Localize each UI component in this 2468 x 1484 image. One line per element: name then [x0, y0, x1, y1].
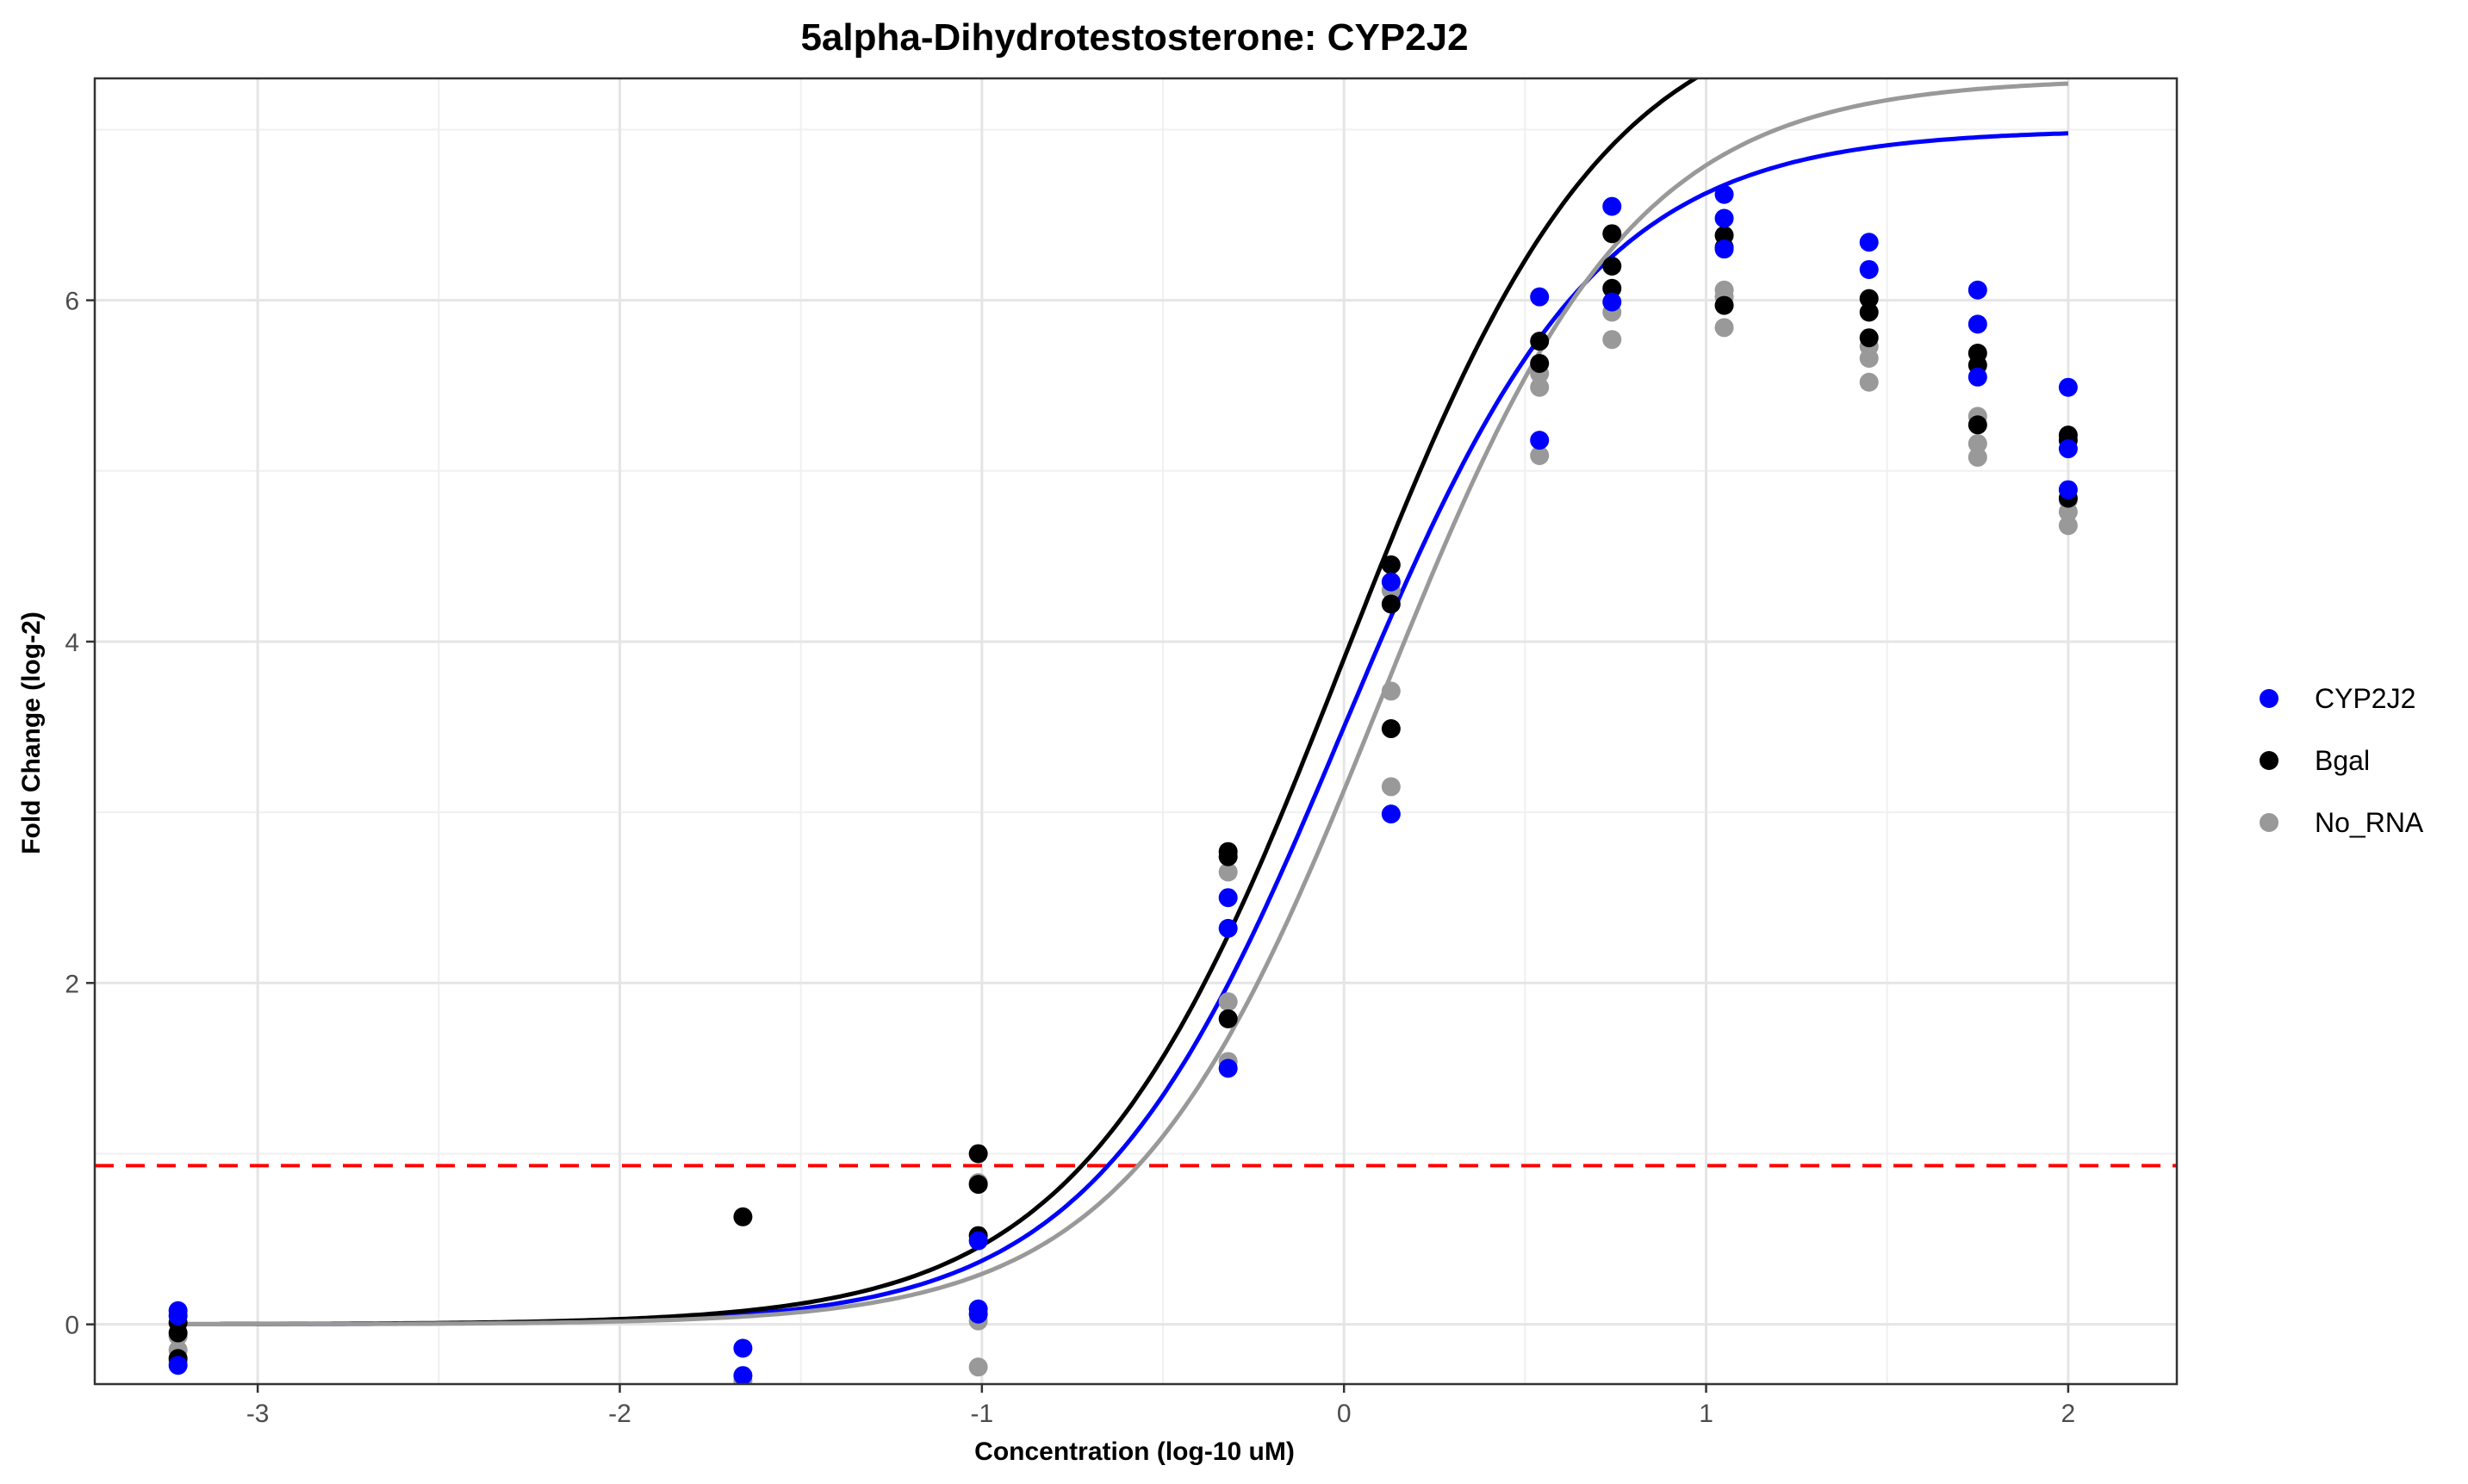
data-point: [1602, 196, 1622, 216]
data-point: [168, 1356, 188, 1375]
data-point: [1968, 447, 1987, 467]
data-point: [1218, 862, 1238, 882]
data-point: [1859, 328, 1879, 348]
data-point: [1859, 348, 1879, 368]
data-point: [1859, 233, 1879, 252]
legend: CYP2J2 Bgal No_RNA: [2260, 683, 2424, 838]
legend-key: [2260, 751, 2278, 770]
x-tick-label: 2: [2061, 1400, 2076, 1428]
fit-curves: [177, 78, 2068, 1326]
data-point: [1968, 314, 1987, 334]
x-tick-label: 0: [1337, 1400, 1352, 1428]
data-point: [1602, 292, 1622, 312]
y-tick-label: 6: [65, 288, 79, 316]
data-point: [1968, 367, 1987, 387]
x-tick-label: -2: [608, 1400, 631, 1428]
data-point: [1530, 431, 1550, 450]
data-point: [1714, 208, 1734, 228]
data-point: [968, 1357, 988, 1377]
y-tick-label: 4: [65, 629, 79, 657]
data-point: [1859, 259, 1879, 279]
chart-title: 5alpha-Dihydrotestosterone: CYP2J2: [800, 16, 1468, 59]
data-point: [2058, 516, 2078, 536]
data-point: [1381, 681, 1401, 701]
data-point: [1968, 434, 1987, 454]
legend-label: Bgal: [2315, 745, 2370, 776]
data-point: [1381, 555, 1401, 574]
data-point: [1218, 1059, 1238, 1078]
data-point: [1218, 888, 1238, 908]
plot-area: -3 -2 -1 0 1 2 0 2 4 6: [65, 77, 2179, 1428]
data-point: [1381, 777, 1401, 797]
data-point: [1218, 1009, 1238, 1028]
plot-border: [93, 77, 2179, 1386]
data-point: [1530, 377, 1550, 397]
data-point: [1381, 719, 1401, 739]
legend-item-no-rna: No_RNA: [2260, 807, 2424, 838]
data-point: [1602, 224, 1622, 244]
data-point: [1602, 330, 1622, 350]
data-point: [1218, 918, 1238, 938]
data-point: [1714, 184, 1734, 204]
legend-label: No_RNA: [2315, 807, 2424, 838]
legend-label: CYP2J2: [2315, 683, 2415, 714]
data-point: [2058, 480, 2078, 500]
data-point: [2058, 502, 2078, 522]
data-point: [1859, 372, 1879, 392]
x-tick-label: 1: [1699, 1400, 1713, 1428]
data-point: [1714, 318, 1734, 338]
data-point: [1968, 280, 1987, 300]
data-point: [1859, 289, 1879, 308]
data-point: [2058, 439, 2078, 459]
data-point: [1381, 594, 1401, 614]
data-point: [1968, 415, 1987, 435]
data-point: [733, 1207, 753, 1226]
series-cyp2j2: [168, 184, 2078, 1384]
x-axis-label: Concentration (log-10 uM): [974, 1437, 1295, 1466]
y-tick-label: 2: [65, 970, 79, 998]
data-point: [1218, 847, 1238, 866]
data-point: [168, 1306, 188, 1326]
data-point: [968, 1175, 988, 1195]
data-point: [733, 1366, 753, 1384]
data-point: [1530, 353, 1550, 373]
legend-key: [2260, 689, 2278, 708]
x-tick-label: -1: [971, 1400, 994, 1428]
data-point: [968, 1231, 988, 1251]
data-point: [1714, 295, 1734, 315]
data-point: [1602, 278, 1622, 298]
data-point: [1381, 804, 1401, 824]
legend-key: [2260, 813, 2278, 832]
data-point: [1381, 572, 1401, 592]
data-point: [168, 1323, 188, 1343]
data-points: [168, 184, 2078, 1384]
fit-curve-no-rna: [177, 81, 2068, 1326]
y-tick-label: 0: [65, 1312, 79, 1340]
y-axis-label: Fold Change (log-2): [17, 612, 46, 854]
data-point: [1530, 287, 1550, 307]
axes: -3 -2 -1 0 1 2 0 2 4 6: [65, 288, 2075, 1428]
x-tick-label: -3: [246, 1400, 270, 1428]
data-point: [1530, 445, 1550, 465]
data-point: [733, 1338, 753, 1358]
data-point: [1602, 256, 1622, 276]
data-point: [1218, 992, 1238, 1012]
data-point: [2058, 377, 2078, 397]
data-point: [1859, 302, 1879, 322]
legend-item-bgal: Bgal: [2260, 745, 2370, 776]
data-point: [968, 1304, 988, 1324]
data-point: [1714, 239, 1734, 259]
legend-item-cyp2j2: CYP2J2: [2260, 683, 2415, 714]
data-point: [968, 1144, 988, 1164]
data-point: [1530, 332, 1550, 351]
